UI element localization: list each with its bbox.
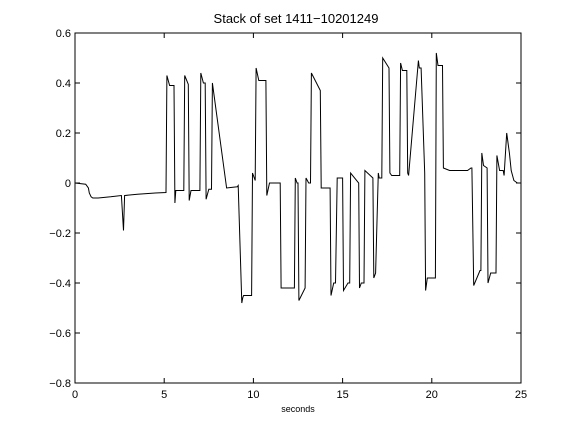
x-tick-label: 15	[336, 389, 348, 401]
y-tick-label: 0.2	[56, 128, 71, 140]
y-tick-label: −0.4	[49, 278, 71, 290]
x-tick-label: 0	[72, 389, 78, 401]
y-tick-label: −0.8	[49, 378, 71, 390]
series-line	[74, 52, 521, 304]
y-tick-labels: −0.8 −0.6 −0.4 −0.2 0 0.2 0.4 0.6	[49, 28, 71, 390]
y-tick-label: 0	[65, 178, 71, 190]
y-tick-label: −0.6	[49, 328, 71, 340]
x-tick-labels: 0 5 10 15 20 25	[72, 389, 527, 401]
x-tick-label: 25	[515, 389, 527, 401]
y-tick-label: 0.6	[56, 28, 71, 40]
chart-title: Stack of set 1411−10201249	[214, 11, 379, 26]
x-tick-label: 20	[426, 389, 438, 401]
x-tick-label: 5	[161, 389, 167, 401]
x-axis-label: seconds	[281, 404, 315, 414]
y-tick-label: 0.4	[56, 78, 71, 90]
x-tick-label: 10	[247, 389, 259, 401]
y-tick-label: −0.2	[49, 228, 71, 240]
